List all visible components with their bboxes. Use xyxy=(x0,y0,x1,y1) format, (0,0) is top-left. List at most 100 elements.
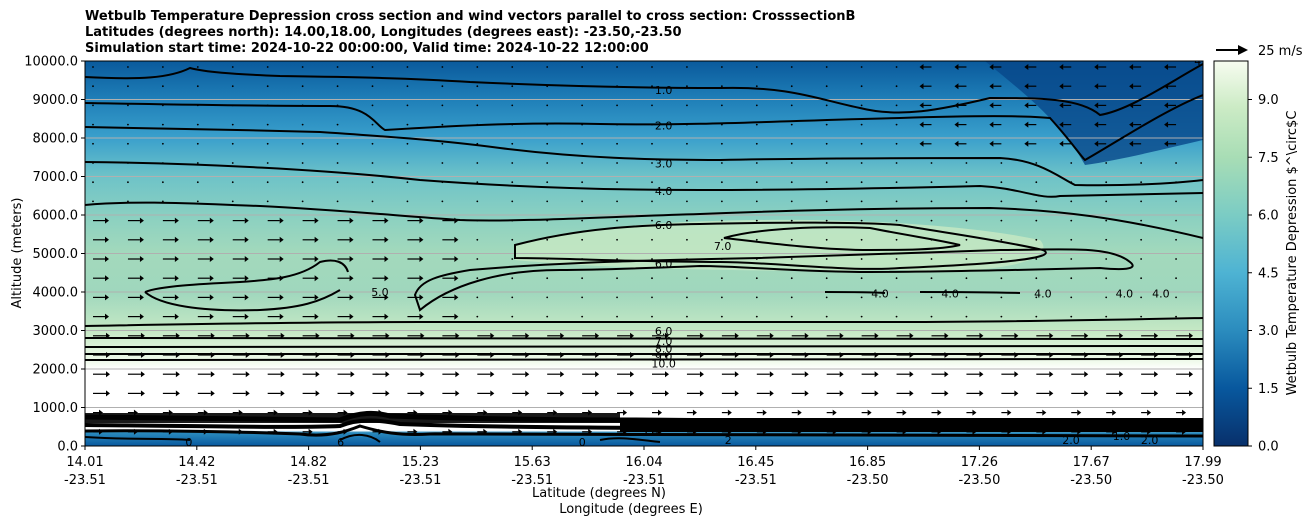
wind-vector xyxy=(825,219,828,222)
x-tick-label-lon: -23.51 xyxy=(288,473,330,488)
wind-vector-head xyxy=(105,275,109,282)
wind-vector xyxy=(336,181,339,184)
wind-vector-head xyxy=(174,313,179,320)
wind-vector xyxy=(406,104,409,107)
wind-vector xyxy=(476,258,479,260)
wind-vector-head xyxy=(525,332,530,339)
wind-vector-head xyxy=(349,313,354,320)
wind-vector xyxy=(406,200,409,203)
wind-vector-head xyxy=(769,371,774,378)
wind-vector-head xyxy=(867,409,872,416)
wind-vector-head xyxy=(909,371,914,378)
wind-vector-head xyxy=(209,236,214,243)
wind-vector-head xyxy=(658,409,662,416)
contour-label: 5.0 xyxy=(371,286,389,299)
wind-vector-head xyxy=(385,371,390,378)
wind-vector xyxy=(92,200,94,203)
wind-vector xyxy=(511,258,514,260)
wind-vector xyxy=(301,85,304,88)
wind-vector xyxy=(755,200,758,203)
wind-vector xyxy=(476,296,479,299)
wind-vector-head xyxy=(1059,83,1064,90)
wind-vector xyxy=(511,104,514,107)
wind-vector xyxy=(1140,258,1143,260)
contour-labels: 1.02.03.04.06.07.06.05.0 4.0 4.0 4.0 4.0 4.06… xyxy=(185,61,1203,446)
wind-vector xyxy=(92,104,94,107)
wind-vector xyxy=(895,85,898,88)
wind-vector xyxy=(1000,277,1003,280)
wind-vector xyxy=(336,123,339,126)
wind-vector-head xyxy=(349,275,354,282)
wind-vector xyxy=(336,162,339,164)
wind-vector xyxy=(1175,238,1177,241)
wind-vector-head xyxy=(420,390,425,397)
wind-vector xyxy=(965,200,968,203)
wind-vector-head xyxy=(902,409,907,416)
contour-line xyxy=(85,126,1203,187)
wind-vector xyxy=(755,162,758,164)
wind-vector-head xyxy=(140,390,145,397)
wind-vector-head xyxy=(560,332,565,339)
wind-vector-head xyxy=(1129,121,1134,128)
wind-vector-head xyxy=(630,332,635,339)
wind-vector-head xyxy=(1049,332,1054,339)
wind-vector-head xyxy=(1189,390,1194,397)
wind-vector xyxy=(231,123,234,126)
wind-vector-head xyxy=(315,371,320,378)
wind-vector xyxy=(720,142,723,145)
wind-vector xyxy=(1035,162,1038,164)
wind-vector xyxy=(1140,296,1143,299)
wind-vector xyxy=(930,162,933,164)
wind-vector-head xyxy=(919,121,924,128)
wind-vector xyxy=(581,162,584,164)
wind-vector xyxy=(895,200,898,203)
wind-vector xyxy=(825,181,828,184)
wind-vector xyxy=(686,219,688,222)
contour-label: 4.0 xyxy=(871,288,889,301)
wind-vector xyxy=(266,200,269,203)
wind-vector xyxy=(755,123,758,126)
wind-vector xyxy=(476,238,479,241)
wind-vector-head xyxy=(314,275,319,282)
contour-line xyxy=(144,259,349,293)
wind-vector xyxy=(720,238,723,241)
wind-vector-head xyxy=(989,64,994,70)
wind-vector xyxy=(231,162,234,164)
wind-vector-head xyxy=(699,390,704,397)
wind-vector-head xyxy=(1094,140,1099,147)
wind-vector xyxy=(651,200,653,203)
wind-vector-head xyxy=(244,294,249,301)
y-tick-label: 1000.0 xyxy=(33,401,79,416)
wind-vector-head xyxy=(209,256,214,262)
wind-vector xyxy=(581,66,584,68)
wind-vector xyxy=(686,142,688,145)
wind-vector-head xyxy=(245,390,250,397)
wind-vector-head xyxy=(525,371,530,378)
wind-vector xyxy=(1000,200,1003,203)
wind-vector-head xyxy=(384,217,389,224)
wind-vector-head xyxy=(1154,332,1159,339)
wind-vector-head xyxy=(954,121,959,128)
wind-vector-head xyxy=(1024,121,1029,128)
wind-vector xyxy=(790,238,793,241)
wind-vector xyxy=(196,200,199,203)
wind-vector xyxy=(825,123,828,126)
wind-vector xyxy=(616,142,618,145)
wind-vector xyxy=(895,315,898,318)
wind-vector-head xyxy=(315,390,320,397)
wind-vector xyxy=(895,104,898,107)
wind-vector xyxy=(196,162,199,164)
wind-vector xyxy=(686,200,688,203)
wind-vector xyxy=(127,85,129,88)
contour-lines xyxy=(85,63,1203,361)
wind-vector-head xyxy=(1164,140,1169,147)
wind-vector xyxy=(1000,162,1003,164)
wind-vector-head xyxy=(832,409,837,416)
wind-vector xyxy=(336,85,339,88)
wind-vector xyxy=(581,104,584,107)
wind-vector xyxy=(266,142,269,145)
wind-vector xyxy=(860,85,863,88)
wind-vector-head xyxy=(1182,409,1187,416)
wind-vector xyxy=(127,181,129,184)
wind-vector-head xyxy=(279,236,284,243)
